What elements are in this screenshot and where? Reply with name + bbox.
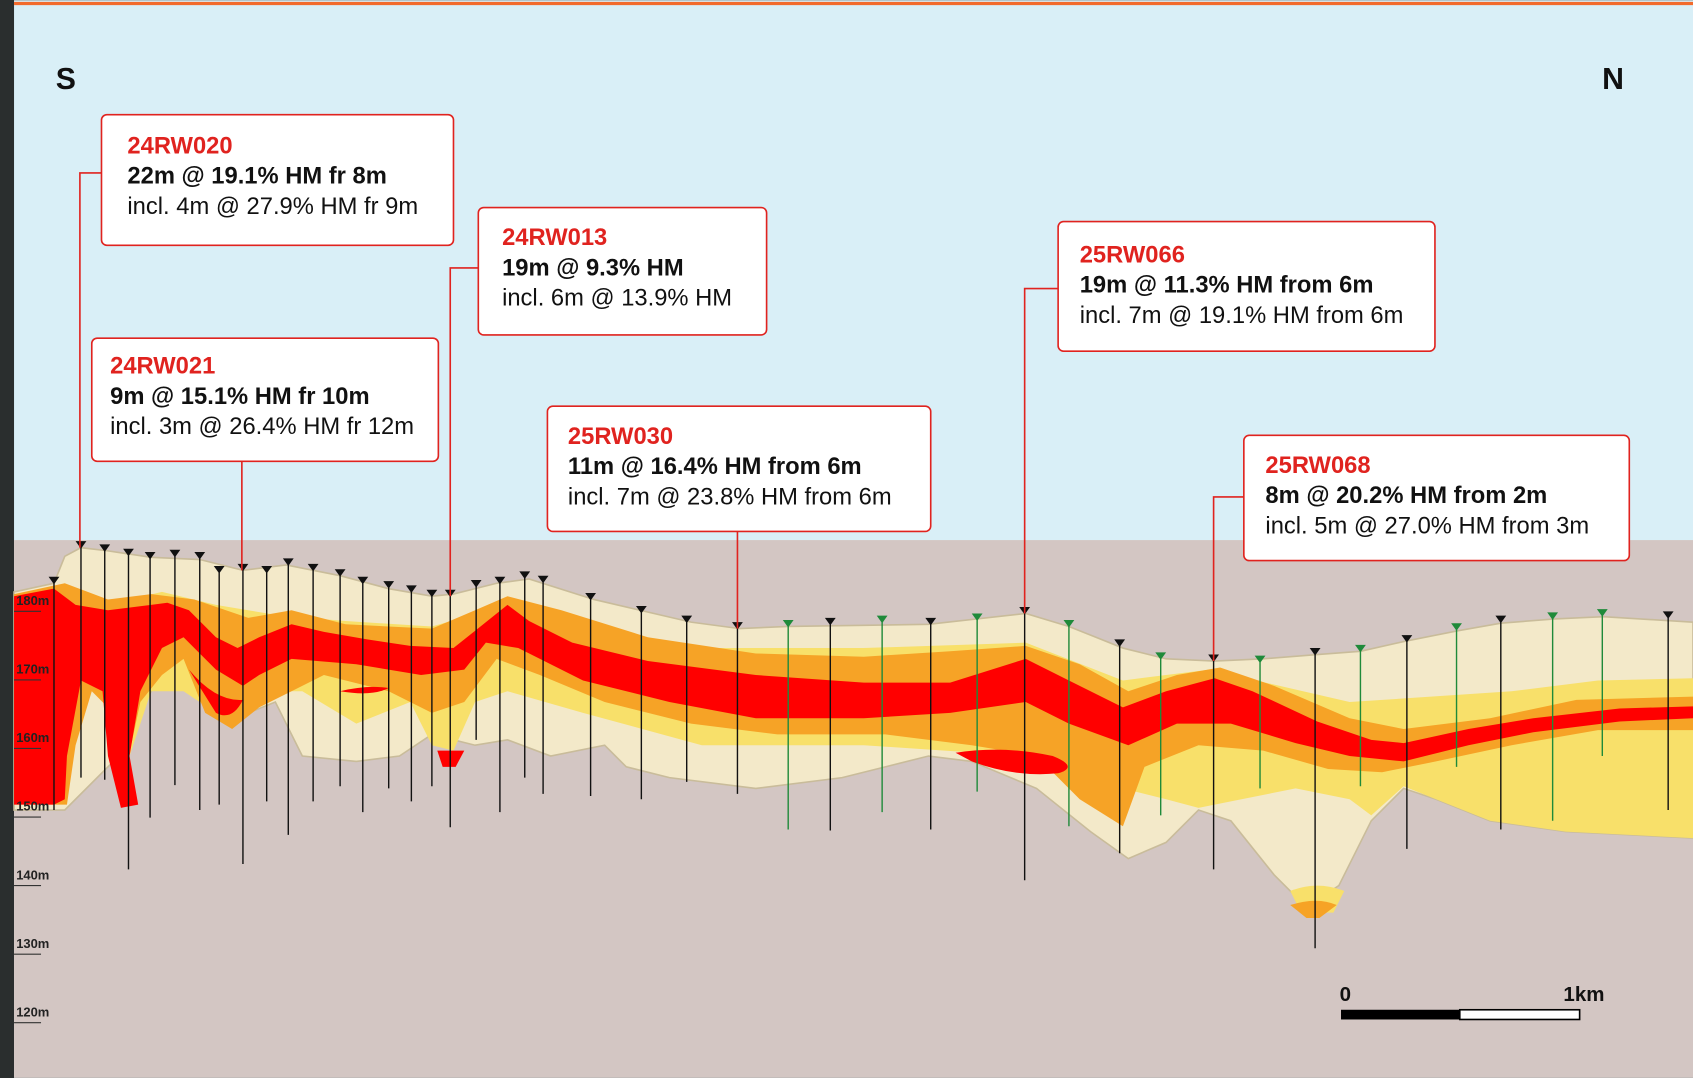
hole-id: 25RW066 bbox=[1080, 241, 1185, 268]
hole-id: 24RW021 bbox=[110, 353, 215, 380]
intercept: 19m @ 11.3% HM from 6m bbox=[1080, 272, 1374, 299]
hole-id: 25RW030 bbox=[568, 423, 673, 450]
scale-start: 0 bbox=[1340, 983, 1351, 1006]
included-intercept: incl. 5m @ 27.0% HM from 3m bbox=[1265, 512, 1589, 539]
included-intercept: incl. 4m @ 27.9% HM fr 9m bbox=[127, 193, 418, 220]
elevation-label: 120m bbox=[16, 1004, 49, 1019]
intercept: 19m @ 9.3% HM bbox=[502, 254, 684, 281]
direction-south: S bbox=[56, 63, 76, 96]
elevation-label: 170m bbox=[16, 662, 49, 677]
included-intercept: incl. 7m @ 19.1% HM from 6m bbox=[1080, 302, 1404, 329]
included-intercept: incl. 7m @ 23.8% HM from 6m bbox=[568, 483, 892, 510]
page: 24RW020 22m @ 19.1% HM fr 8m incl. 4m @ 27… bbox=[0, 0, 1693, 1078]
elevation-label: 130m bbox=[16, 936, 49, 951]
scale-bar-light bbox=[1460, 1010, 1580, 1020]
intercept: 11m @ 16.4% HM from 6m bbox=[568, 453, 862, 480]
hole-id: 24RW020 bbox=[127, 132, 232, 159]
hole-id: 24RW013 bbox=[502, 224, 607, 251]
included-intercept: incl. 3m @ 26.4% HM fr 12m bbox=[110, 413, 414, 440]
direction-north: N bbox=[1602, 63, 1624, 96]
intercept: 9m @ 15.1% HM fr 10m bbox=[110, 383, 369, 410]
cross-section: 24RW020 22m @ 19.1% HM fr 8m incl. 4m @ 27… bbox=[0, 0, 1693, 1078]
intercept: 22m @ 19.1% HM fr 8m bbox=[127, 163, 386, 190]
hole-id: 25RW068 bbox=[1265, 452, 1370, 479]
elevation-label: 150m bbox=[16, 799, 49, 814]
scale-end: 1km bbox=[1563, 983, 1604, 1006]
elevation-label: 180m bbox=[16, 593, 49, 608]
scale-bar-dark bbox=[1341, 1010, 1460, 1020]
elevation-label: 140m bbox=[16, 867, 49, 882]
elevation-label: 160m bbox=[16, 730, 49, 745]
included-intercept: incl. 6m @ 13.9% HM bbox=[502, 285, 732, 312]
intercept: 8m @ 20.2% HM from 2m bbox=[1265, 482, 1547, 509]
